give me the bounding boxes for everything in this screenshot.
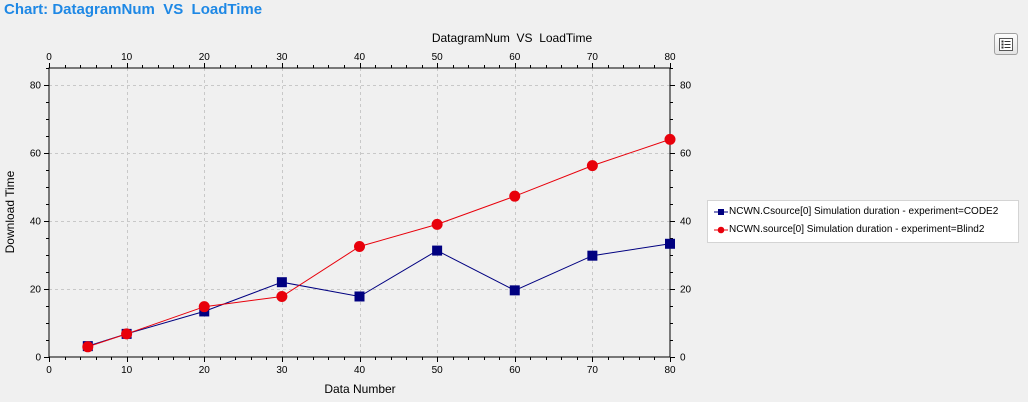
- series-2: [82, 133, 676, 353]
- data-point-circle: [198, 301, 210, 313]
- chart-legend: NCWN.Csource[0] Simulation duration - ex…: [707, 200, 1019, 243]
- legend-item-series-1: NCWN.Csource[0] Simulation duration - ex…: [714, 206, 998, 217]
- data-point-circle: [664, 133, 676, 145]
- y-tick-label-left: 0: [35, 353, 41, 364]
- y-tick-label-right: 60: [680, 149, 692, 160]
- data-point-circle: [354, 241, 365, 252]
- x-tick-label-bottom: 20: [199, 365, 211, 376]
- data-point-circle: [82, 341, 94, 353]
- legend-square-marker-icon: [714, 208, 728, 215]
- x-tick-label-bottom: 40: [354, 365, 366, 376]
- x-tick-label-top: 60: [509, 52, 521, 63]
- legend-label: NCWN.source[0] Simulation duration - exp…: [729, 224, 985, 235]
- data-point-square: [587, 250, 598, 261]
- plot-area-border: [48, 67, 671, 358]
- x-tick-label-top: 10: [121, 52, 133, 63]
- data-point-square: [509, 285, 520, 296]
- x-tick-label-top: 50: [432, 52, 444, 63]
- y-tick-label-right: 0: [680, 353, 686, 364]
- data-point-square: [276, 277, 287, 288]
- y-tick-label-left: 40: [30, 217, 42, 228]
- chart-title: DatagramNum VS LoadTime: [432, 31, 593, 45]
- page-title: Chart: DatagramNum VS LoadTime: [4, 1, 263, 18]
- x-tick-label-top: 40: [354, 52, 366, 63]
- chart-gridlines: [49, 68, 670, 357]
- legend-circle-marker-icon: [714, 226, 728, 233]
- x-tick-label-bottom: 30: [276, 365, 288, 376]
- series-line: [87, 243, 671, 347]
- y-tick-label-right: 40: [680, 217, 692, 228]
- data-point-square: [665, 238, 675, 249]
- data-point-circle: [276, 290, 288, 302]
- legend-label: NCWN.Csource[0] Simulation duration - ex…: [729, 206, 999, 217]
- list-menu-icon: [999, 37, 1013, 51]
- series-1: [82, 238, 675, 352]
- y-tick-label-right: 20: [680, 285, 692, 296]
- data-point-circle: [431, 218, 443, 230]
- x-tick-label-bottom: 10: [121, 365, 133, 376]
- x-tick-label-top: 80: [664, 52, 676, 63]
- data-point-square: [354, 291, 365, 302]
- x-tick-label-top: 30: [276, 52, 288, 63]
- x-tick-label-top: 0: [46, 52, 52, 63]
- data-point-circle: [509, 190, 521, 202]
- data-point-square: [432, 245, 443, 256]
- x-tick-label-top: 70: [587, 52, 599, 63]
- y-tick-label-right: 80: [680, 81, 692, 92]
- x-tick-label-top: 20: [199, 52, 211, 63]
- x-tick-label-bottom: 60: [509, 365, 521, 376]
- legend-item-series-2: NCWN.source[0] Simulation duration - exp…: [714, 224, 984, 235]
- y-tick-label-left: 20: [30, 285, 42, 296]
- y-axis-label: Download Time: [3, 170, 17, 253]
- x-tick-label-bottom: 80: [664, 365, 676, 376]
- y-tick-label-left: 60: [30, 149, 42, 160]
- x-tick-label-bottom: 70: [587, 365, 599, 376]
- x-tick-label-bottom: 50: [432, 365, 444, 376]
- series-line: [87, 138, 671, 348]
- data-point-circle: [121, 328, 133, 340]
- data-point-circle: [586, 160, 598, 172]
- y-tick-label-left: 80: [30, 81, 42, 92]
- x-tick-label-bottom: 0: [46, 365, 52, 376]
- x-axis-label: Data Number: [324, 382, 395, 396]
- chart-series: [82, 133, 676, 353]
- chart-menu-button[interactable]: [994, 33, 1018, 55]
